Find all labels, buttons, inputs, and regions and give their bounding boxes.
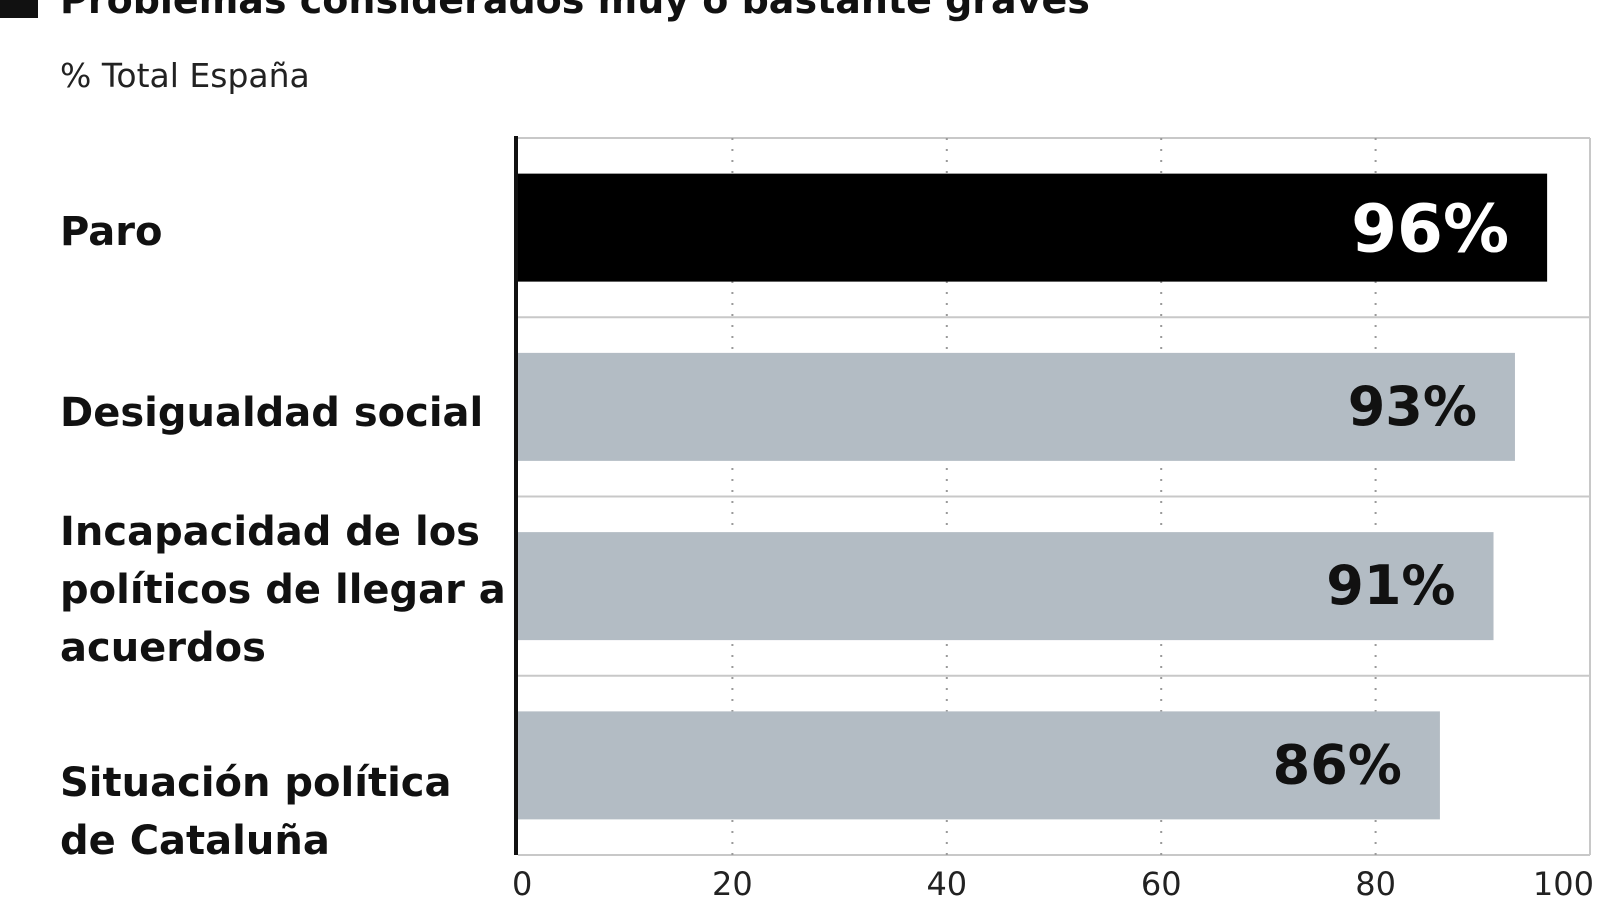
value-label-layer: 96% 93% 91% 86% (1273, 191, 1509, 797)
x-tick-label: 60 (1141, 865, 1182, 900)
x-tick-layer: 0 20 40 60 80 100 (512, 865, 1594, 900)
bar-layer (518, 173, 1548, 820)
x-tick-label: 80 (1355, 865, 1396, 900)
chart-header: Problemas considerados muy o bastante gr… (0, 0, 1090, 22)
category-label-cataluna: Situación política de Cataluña (60, 760, 452, 864)
bar-value-label: 93% (1348, 375, 1477, 438)
x-tick-label: 100 (1533, 865, 1594, 900)
x-tick-label: 20 (712, 865, 753, 900)
bar-value-label: 96% (1351, 191, 1509, 268)
bar-value-label: 91% (1326, 554, 1455, 617)
chart-subtitle: % Total España (60, 56, 310, 95)
category-label-incapacidad: Incapacidad de los políticos de llegar a… (60, 509, 506, 671)
bar-value-label: 86% (1273, 733, 1402, 796)
grid-layer (518, 137, 1591, 856)
x-tick-label: 40 (926, 865, 967, 900)
bar (518, 532, 1494, 641)
category-label-paro: Paro (60, 209, 163, 255)
bar (518, 352, 1515, 461)
title-square-icon (0, 0, 38, 18)
category-label-desigualdad: Desigualdad social (60, 390, 484, 436)
x-tick-label: 0 (512, 865, 532, 900)
bar (518, 173, 1548, 282)
chart-title: Problemas considerados muy o bastante gr… (60, 0, 1090, 22)
bar (518, 711, 1440, 820)
